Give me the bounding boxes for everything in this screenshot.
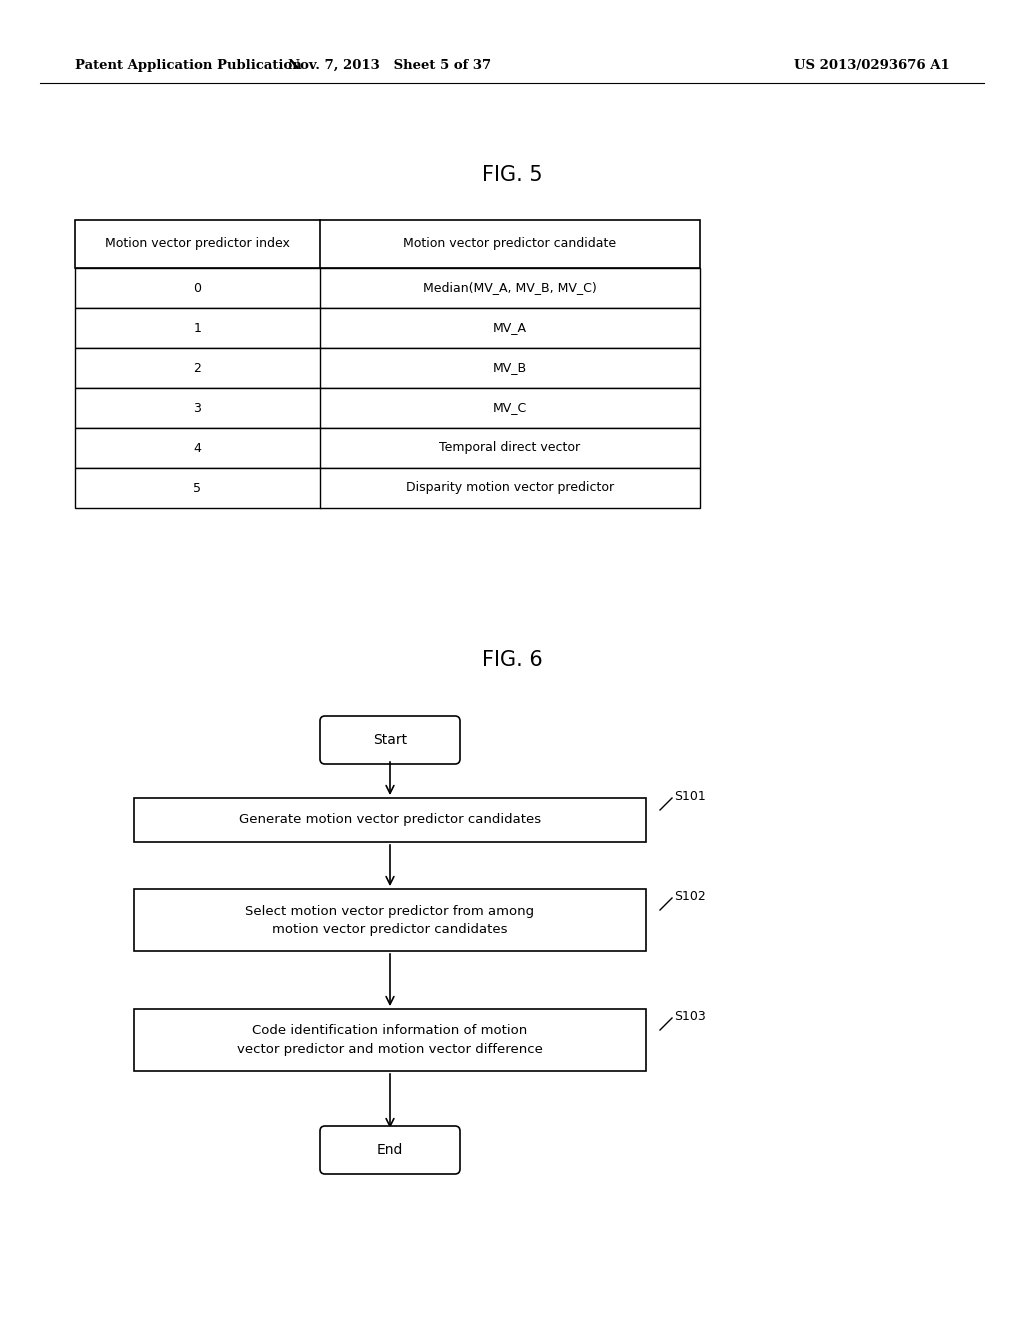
Text: S101: S101 <box>674 789 706 803</box>
Text: Motion vector predictor candidate: Motion vector predictor candidate <box>403 238 616 251</box>
Text: US 2013/0293676 A1: US 2013/0293676 A1 <box>795 58 950 71</box>
Bar <box>75 220 700 268</box>
Text: MV_B: MV_B <box>493 362 527 375</box>
Text: Patent Application Publication: Patent Application Publication <box>75 58 302 71</box>
Text: Select motion vector predictor from among
motion vector predictor candidates: Select motion vector predictor from amon… <box>246 904 535 936</box>
Text: 3: 3 <box>194 401 202 414</box>
Text: S102: S102 <box>674 890 706 903</box>
Text: 0: 0 <box>194 281 202 294</box>
FancyBboxPatch shape <box>319 715 460 764</box>
Bar <box>134 799 646 842</box>
Text: MV_C: MV_C <box>493 401 527 414</box>
Text: S103: S103 <box>674 1010 706 1023</box>
Text: 5: 5 <box>194 482 202 495</box>
Text: Start: Start <box>373 733 408 747</box>
FancyBboxPatch shape <box>319 1126 460 1173</box>
Text: 2: 2 <box>194 362 202 375</box>
Text: Generate motion vector predictor candidates: Generate motion vector predictor candida… <box>239 813 541 826</box>
Bar <box>134 1008 646 1071</box>
Bar <box>75 469 700 508</box>
Text: Disparity motion vector predictor: Disparity motion vector predictor <box>406 482 614 495</box>
Bar <box>75 308 700 348</box>
Text: FIG. 6: FIG. 6 <box>481 649 543 671</box>
Text: MV_A: MV_A <box>493 322 527 334</box>
Text: End: End <box>377 1143 403 1158</box>
Text: Motion vector predictor index: Motion vector predictor index <box>105 238 290 251</box>
Text: Nov. 7, 2013   Sheet 5 of 37: Nov. 7, 2013 Sheet 5 of 37 <box>289 58 492 71</box>
Bar <box>75 428 700 469</box>
Text: Temporal direct vector: Temporal direct vector <box>439 441 581 454</box>
Bar <box>75 268 700 308</box>
Bar <box>75 348 700 388</box>
Bar <box>134 888 646 950</box>
Text: 4: 4 <box>194 441 202 454</box>
Bar <box>75 388 700 428</box>
Text: 1: 1 <box>194 322 202 334</box>
Text: Code identification information of motion
vector predictor and motion vector dif: Code identification information of motio… <box>238 1024 543 1056</box>
Text: Median(MV_A, MV_B, MV_C): Median(MV_A, MV_B, MV_C) <box>423 281 597 294</box>
Text: FIG. 5: FIG. 5 <box>481 165 543 185</box>
